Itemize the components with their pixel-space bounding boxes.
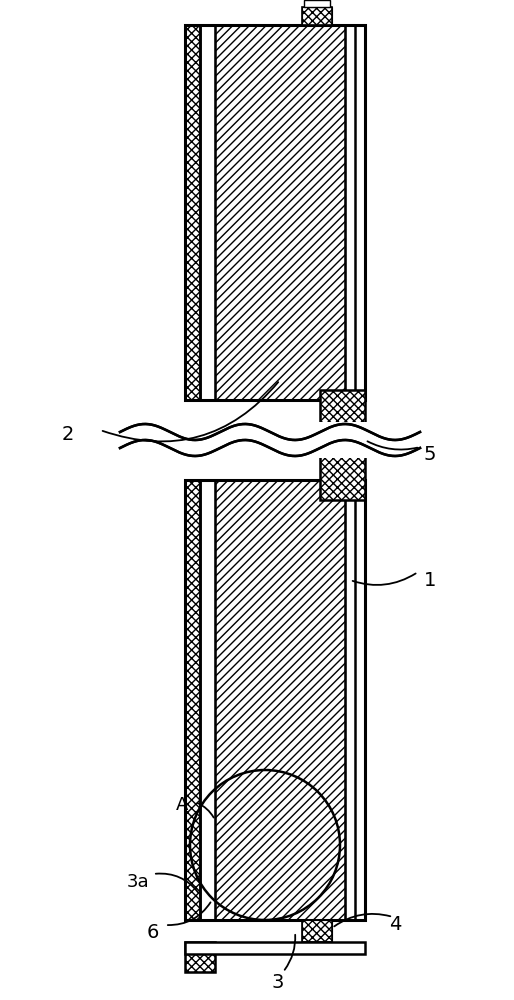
Bar bbox=[304, 0, 330, 7]
Bar bbox=[185, 480, 365, 920]
Bar bbox=[185, 480, 200, 920]
Text: 2: 2 bbox=[62, 426, 74, 444]
Bar bbox=[185, 25, 200, 400]
Bar bbox=[302, 7, 332, 25]
Bar bbox=[320, 390, 365, 445]
Text: 1: 1 bbox=[424, 570, 436, 589]
Text: 3a: 3a bbox=[126, 873, 149, 891]
Text: 4: 4 bbox=[389, 916, 401, 934]
Bar bbox=[320, 440, 365, 500]
Bar bbox=[215, 25, 345, 400]
Bar bbox=[215, 480, 345, 920]
Bar bbox=[185, 25, 365, 400]
Bar bbox=[302, 920, 332, 942]
Bar bbox=[302, 920, 332, 942]
Bar bbox=[320, 390, 365, 445]
Bar bbox=[215, 480, 345, 920]
Bar bbox=[185, 942, 215, 972]
Bar bbox=[304, 942, 330, 949]
Bar bbox=[215, 25, 345, 400]
Bar bbox=[185, 942, 365, 954]
Bar bbox=[185, 480, 200, 920]
Text: 5: 5 bbox=[424, 446, 436, 464]
Text: 3: 3 bbox=[272, 972, 284, 992]
Bar bbox=[200, 480, 355, 920]
Bar bbox=[320, 440, 365, 500]
Bar bbox=[200, 25, 355, 400]
Bar bbox=[185, 942, 215, 972]
Text: 6: 6 bbox=[147, 922, 159, 942]
Bar bbox=[185, 25, 200, 400]
Bar bbox=[120, 422, 420, 458]
Text: A: A bbox=[176, 796, 188, 814]
Bar bbox=[302, 7, 332, 25]
